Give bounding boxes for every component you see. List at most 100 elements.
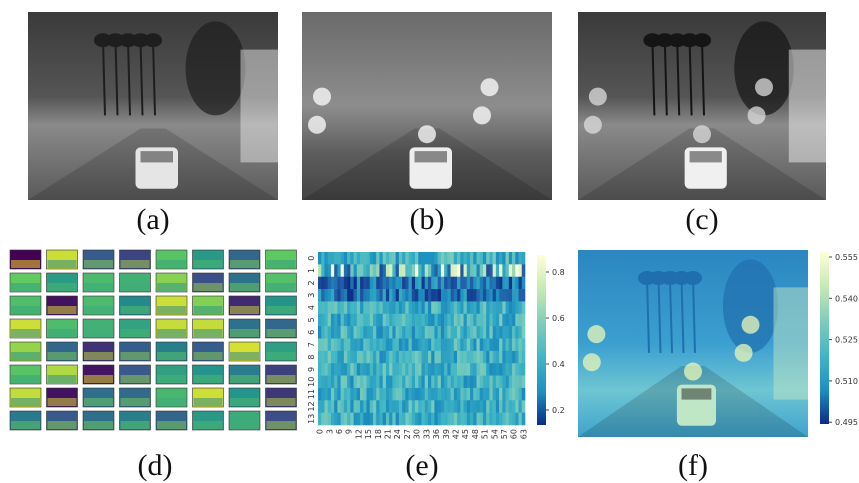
x-tick-label: 36 xyxy=(432,429,441,439)
heatmap-cell xyxy=(337,314,341,327)
x-tick-label: 27 xyxy=(403,429,412,439)
heatmap-cell xyxy=(522,376,526,389)
heatmap-cell xyxy=(341,252,345,265)
light-glow xyxy=(735,344,753,362)
panel-label: (c) xyxy=(685,203,718,236)
heatmap-cell xyxy=(357,277,361,290)
heatmap-cell xyxy=(512,351,516,364)
heatmap-cell xyxy=(418,339,422,352)
heatmap-cell xyxy=(370,301,374,314)
heatmap-cell xyxy=(447,339,451,352)
heatmap-cell xyxy=(515,277,519,290)
heatmap-cell xyxy=(480,301,484,314)
heatmap-cell xyxy=(389,400,393,413)
heatmap-cell xyxy=(467,400,471,413)
heatmap-cell xyxy=(519,252,523,265)
heatmap-cell xyxy=(464,376,468,389)
heatmap-cell xyxy=(522,289,526,302)
heatmap-cell xyxy=(376,252,380,265)
heatmap-cell xyxy=(441,264,445,277)
heatmap-cell xyxy=(441,388,445,401)
heatmap-cell xyxy=(431,339,435,352)
heatmap-cell xyxy=(318,289,322,302)
heatmap-cell xyxy=(367,277,371,290)
heatmap-cell xyxy=(444,388,448,401)
heatmap-cell xyxy=(486,264,490,277)
heatmap-cell xyxy=(386,339,390,352)
heatmap-cell xyxy=(506,252,510,265)
heatmap-cell xyxy=(367,413,371,426)
heatmap-cell xyxy=(379,400,383,413)
heatmap-cell xyxy=(383,289,387,302)
heatmap-cell xyxy=(347,326,351,339)
heatmap-cell xyxy=(354,388,358,401)
heatmap-cell xyxy=(434,351,438,364)
light-glow xyxy=(308,116,326,134)
heatmap-cell xyxy=(321,252,325,265)
heatmap-cell xyxy=(441,376,445,389)
heatmap-cell xyxy=(434,326,438,339)
heatmap-cell xyxy=(489,363,493,376)
car-window xyxy=(141,151,174,162)
heatmap-cell xyxy=(341,351,345,364)
heatmap-cell xyxy=(357,289,361,302)
scene-image xyxy=(28,12,278,200)
heatmap-cell xyxy=(405,277,409,290)
heatmap-cell xyxy=(331,314,335,327)
x-tick-label: 63 xyxy=(519,429,528,439)
heatmap-cell xyxy=(422,326,426,339)
heatmap-cell xyxy=(415,339,419,352)
heatmap-cell xyxy=(441,339,445,352)
heatmap-cell xyxy=(324,351,328,364)
heatmap-cell xyxy=(489,413,493,426)
heatmap-cell xyxy=(441,413,445,426)
heatmap-cell xyxy=(318,264,322,277)
heatmap-cell xyxy=(422,289,426,302)
heatmap-cell xyxy=(350,277,354,290)
heatmap-cell xyxy=(489,388,493,401)
heatmap-cell xyxy=(341,363,345,376)
heatmap-cell xyxy=(367,289,371,302)
heatmap-cell xyxy=(370,376,374,389)
heatmap-cell xyxy=(519,314,523,327)
heatmap-cell xyxy=(344,351,348,364)
heatmap-cell xyxy=(383,400,387,413)
heatmap-cell xyxy=(431,264,435,277)
heatmap-cell xyxy=(341,339,345,352)
heatmap-cell xyxy=(519,376,523,389)
heatmap-cell xyxy=(509,351,513,364)
heatmap-cell xyxy=(376,301,380,314)
heatmap-cell xyxy=(457,301,461,314)
heatmap-cell xyxy=(354,376,358,389)
heatmap-cell xyxy=(383,277,387,290)
feature-tile-detail xyxy=(11,260,40,268)
heatmap-cell xyxy=(451,400,455,413)
heatmap-cell xyxy=(399,376,403,389)
heatmap-cell xyxy=(519,301,523,314)
colorbar-label: 0.555 xyxy=(835,253,858,262)
x-tick-label: 24 xyxy=(393,429,402,439)
heatmap-cell xyxy=(483,413,487,426)
heatmap-cell xyxy=(392,264,396,277)
feature-tile-detail xyxy=(230,306,259,314)
heatmap-cell xyxy=(467,264,471,277)
heatmap-cell xyxy=(422,351,426,364)
heatmap-cell xyxy=(425,252,429,265)
heatmap-cell xyxy=(467,289,471,302)
heatmap-cell xyxy=(412,351,416,364)
heatmap-cell xyxy=(506,277,510,290)
heatmap-cell xyxy=(357,314,361,327)
heatmap-cell xyxy=(360,301,364,314)
heatmap-cell xyxy=(509,264,513,277)
heatmap-cell xyxy=(344,376,348,389)
heatmap-cell xyxy=(383,301,387,314)
heatmap-cell xyxy=(396,301,400,314)
heatmap-cell xyxy=(386,277,390,290)
heatmap-cell xyxy=(486,363,490,376)
heatmap-cell xyxy=(318,388,322,401)
heatmap-cell xyxy=(422,363,426,376)
heatmap-cell xyxy=(328,277,332,290)
light-glow xyxy=(473,106,491,124)
heatmap-cell xyxy=(376,351,380,364)
heatmap-cell xyxy=(499,400,503,413)
